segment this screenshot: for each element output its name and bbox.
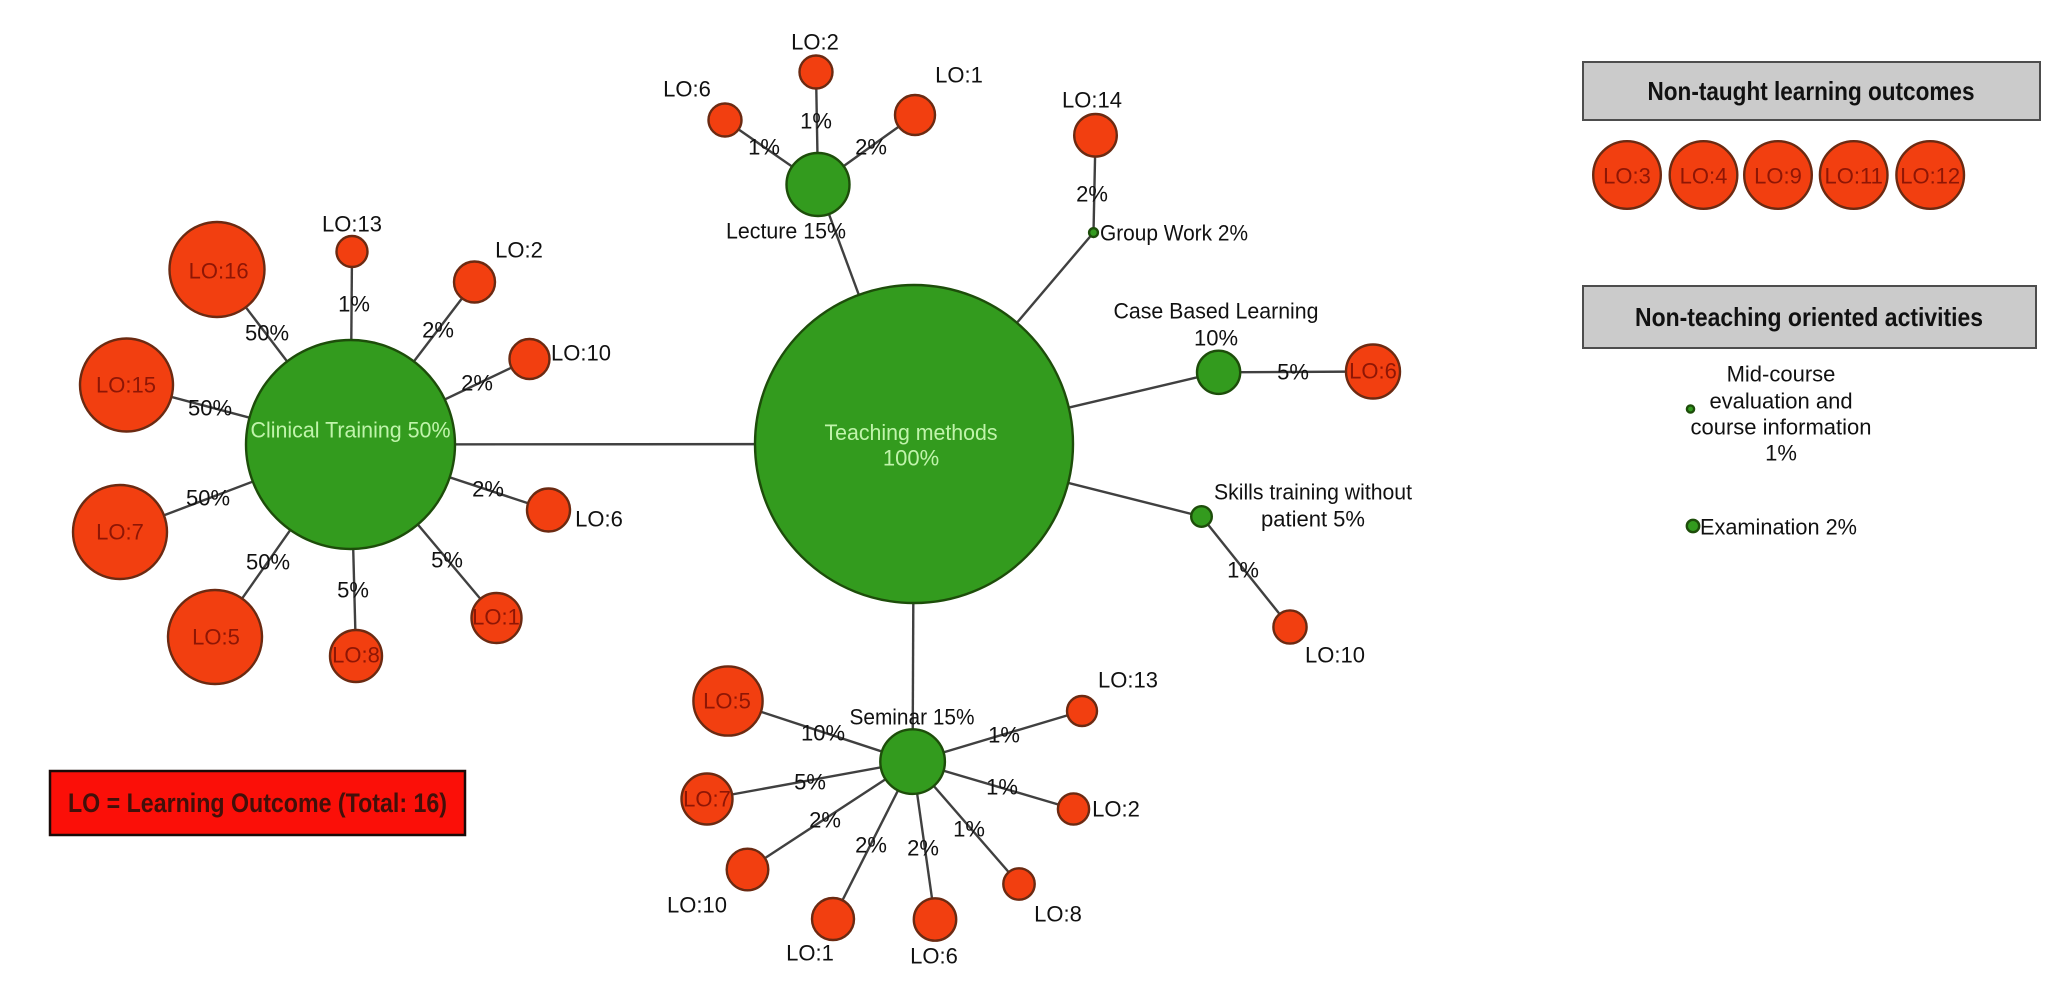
svg-text:LO:6: LO:6 [1349,359,1397,384]
svg-text:50%: 50% [186,486,230,511]
svg-text:course information: course information [1691,415,1872,440]
svg-text:LO:7: LO:7 [683,787,731,812]
svg-text:LO:10: LO:10 [667,893,727,918]
svg-text:LO:6: LO:6 [663,77,711,102]
svg-text:LO:1: LO:1 [935,63,983,88]
svg-text:5%: 5% [431,548,463,573]
svg-text:LO:5: LO:5 [192,625,240,650]
svg-text:2%: 2% [1076,182,1108,207]
svg-text:2%: 2% [461,371,493,396]
svg-text:LO:13: LO:13 [1098,668,1158,693]
svg-text:Clinical Training 50%: Clinical Training 50% [251,418,451,443]
svg-text:1%: 1% [988,723,1020,748]
svg-text:LO:14: LO:14 [1062,88,1122,113]
svg-text:LO:4: LO:4 [1680,164,1728,189]
svg-text:LO:15: LO:15 [96,373,156,398]
svg-text:5%: 5% [1277,360,1309,385]
svg-text:evaluation and: evaluation and [1709,389,1852,414]
svg-text:Seminar 15%: Seminar 15% [850,705,975,730]
svg-text:2%: 2% [855,135,887,160]
svg-text:LO:9: LO:9 [1754,164,1802,189]
svg-text:50%: 50% [246,550,290,575]
svg-text:50%: 50% [245,321,289,346]
svg-text:LO:10: LO:10 [1305,643,1365,668]
svg-text:LO:2: LO:2 [495,238,543,263]
svg-text:Group Work 2%: Group Work 2% [1100,221,1248,246]
svg-text:5%: 5% [337,578,369,603]
svg-text:LO:1: LO:1 [786,941,834,966]
svg-text:LO:6: LO:6 [910,944,958,969]
svg-text:LO:10: LO:10 [551,341,611,366]
svg-text:1%: 1% [1765,441,1797,466]
svg-text:Teaching methods: Teaching methods [825,420,998,445]
svg-text:LO = Learning Outcome (Total:: LO = Learning Outcome (Total: 16) [68,788,447,818]
svg-text:LO:5: LO:5 [703,689,751,714]
svg-text:Examination 2%: Examination 2% [1700,515,1857,540]
svg-text:10%: 10% [801,721,845,746]
svg-text:1%: 1% [338,292,370,317]
svg-text:patient 5%: patient 5% [1261,507,1365,532]
svg-text:1%: 1% [953,817,985,842]
svg-text:50%: 50% [188,396,232,421]
svg-text:LO:2: LO:2 [1092,797,1140,822]
svg-text:Mid-course: Mid-course [1727,362,1836,387]
svg-text:2%: 2% [472,477,504,502]
svg-text:2%: 2% [907,836,939,861]
svg-text:LO:7: LO:7 [96,520,144,545]
svg-text:Non-teaching oriented activiti: Non-teaching oriented activities [1635,302,1983,332]
svg-text:Lecture 15%: Lecture 15% [726,219,846,244]
svg-text:LO:8: LO:8 [332,643,380,668]
svg-text:1%: 1% [748,135,780,160]
svg-text:Non-taught learning outcomes: Non-taught learning outcomes [1648,76,1975,106]
svg-text:1%: 1% [800,109,832,134]
svg-text:LO:13: LO:13 [322,212,382,237]
svg-text:LO:3: LO:3 [1603,164,1651,189]
svg-text:1%: 1% [1227,558,1259,583]
svg-text:Case Based Learning: Case Based Learning [1114,299,1319,324]
svg-text:2%: 2% [855,833,887,858]
svg-text:2%: 2% [422,318,454,343]
svg-text:LO:16: LO:16 [189,259,249,284]
svg-text:100%: 100% [883,446,939,471]
svg-text:2%: 2% [809,808,841,833]
svg-text:LO:12: LO:12 [1900,164,1960,189]
svg-text:LO:8: LO:8 [1034,902,1082,927]
svg-text:LO:2: LO:2 [791,30,839,55]
svg-text:Skills training without: Skills training without [1214,480,1412,505]
svg-text:10%: 10% [1194,326,1238,351]
svg-text:5%: 5% [794,770,826,795]
svg-text:1%: 1% [986,775,1018,800]
svg-text:LO:11: LO:11 [1825,164,1883,189]
svg-text:LO:1: LO:1 [472,605,520,630]
svg-text:LO:6: LO:6 [575,507,623,532]
